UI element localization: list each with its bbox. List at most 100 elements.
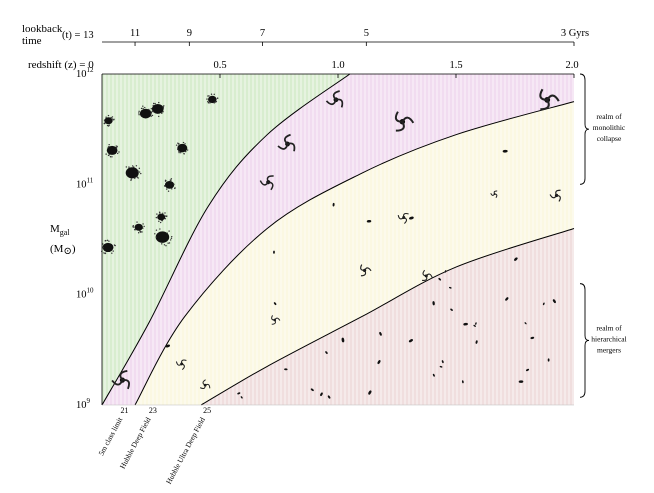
magnitude-limit-value: 25 <box>203 406 211 415</box>
magnitude-limit-value: 21 <box>121 406 129 415</box>
small-galaxy <box>332 202 335 207</box>
small-galaxy <box>327 395 331 399</box>
small-galaxy <box>341 337 345 343</box>
lookback-tick-label: 11 <box>130 28 140 39</box>
small-galaxy <box>310 388 314 392</box>
magnitude-limit-label: Hubble Deep Field <box>118 415 153 470</box>
spiral-galaxy <box>111 370 130 390</box>
spiral-galaxy <box>199 379 211 390</box>
spiral-galaxy <box>325 90 344 108</box>
realm-annotation-line: realm of <box>596 112 622 121</box>
small-galaxy <box>448 286 452 289</box>
lookback-ticks: 11 9 7 5 3 Gyrs <box>130 28 589 46</box>
elliptical-galaxy <box>132 221 145 234</box>
boundary-purple-upper <box>134 101 575 406</box>
plot-background <box>102 74 574 405</box>
small-galaxy <box>165 344 170 348</box>
spiral-galaxy <box>277 133 296 152</box>
realm-annotations: realm of monolithic collapse realm of hierar… <box>579 73 627 398</box>
magnitude-limit-label: Hubble Ultra Deep Field <box>164 415 207 485</box>
elliptical-galaxy <box>155 211 168 224</box>
small-galaxy <box>461 380 464 384</box>
mass-axis: 1012 1011 1010 109 Mgal (M⊙) <box>50 66 103 411</box>
small-galaxy <box>284 368 288 371</box>
elliptical-galaxy <box>164 178 176 192</box>
lookback-time-axis: lookback time (t) = 13 11 9 7 5 3 Gyrs <box>22 23 589 47</box>
lookback-tick-label: 7 <box>260 28 265 39</box>
spiral-galaxy <box>490 190 498 199</box>
magnitude-limit-value: 23 <box>149 406 157 415</box>
realm-annotation-line: monolithic <box>593 123 626 132</box>
small-galaxy <box>525 368 530 372</box>
elliptical-galaxy <box>125 165 142 181</box>
small-galaxy <box>524 322 527 325</box>
small-galaxy <box>379 331 382 336</box>
realm-annotation-line: realm of <box>596 323 622 332</box>
realm-brace <box>579 283 590 398</box>
mass-ticks: 1012 1011 1010 109 <box>76 66 94 411</box>
mass-tick-label: 1012 <box>76 66 94 80</box>
spiral-galaxy <box>360 264 372 277</box>
redshift-tick-label: 0.5 <box>213 60 226 71</box>
elliptical-galaxy <box>101 239 116 255</box>
mass-axis-label: Mgal <box>50 223 70 237</box>
magnitude-limit-label: 5m class limit <box>97 415 125 457</box>
redshift-ticks: 0.5 1.0 1.5 2.0 <box>213 60 579 78</box>
realm-brace <box>579 73 590 185</box>
elliptical-galaxy <box>154 228 173 247</box>
small-galaxy <box>542 302 545 306</box>
region-boundary-curves <box>101 73 575 406</box>
small-galaxy <box>240 396 243 399</box>
stripe-texture <box>102 74 574 405</box>
lookback-label-line2: time <box>22 35 42 47</box>
small-galaxy <box>444 270 447 273</box>
lookback-label-line1: lookback <box>22 23 63 35</box>
small-galaxy <box>502 149 508 153</box>
elliptical-galaxy <box>175 141 189 155</box>
small-galaxy <box>366 220 372 223</box>
small-galaxy <box>475 340 478 344</box>
small-galaxy <box>514 257 517 261</box>
small-galaxy <box>438 277 442 281</box>
spiral-galaxy <box>421 269 433 281</box>
mass-axis-unit: (M⊙) <box>50 243 76 257</box>
realm-annotation-line: hierarchical <box>591 334 626 343</box>
spiral-galaxy <box>394 111 415 132</box>
small-galaxy <box>325 351 328 354</box>
realm-annotation-line: mergers <box>597 345 621 354</box>
mass-tick-label: 109 <box>76 397 91 411</box>
small-galaxy <box>530 336 535 340</box>
small-galaxy <box>505 297 509 301</box>
redshift-tick-label: 2.0 <box>565 60 578 71</box>
boundary-green-upper <box>101 73 351 406</box>
small-galaxy <box>377 360 381 365</box>
lookback-var-label: (t) = 13 <box>62 30 94 41</box>
small-galaxy <box>273 250 275 254</box>
small-galaxy <box>432 301 435 306</box>
spiral-galaxy <box>271 315 281 325</box>
lookback-tick-label: 5 <box>364 28 369 39</box>
small-galaxy <box>450 308 453 311</box>
small-galaxy <box>273 302 277 306</box>
small-galaxy <box>368 390 372 395</box>
small-galaxy <box>441 360 444 364</box>
boundary-yellow-upper <box>200 227 575 406</box>
spiral-galaxy <box>397 212 409 224</box>
spiral-galaxy <box>259 175 274 191</box>
realm-annotation-line: collapse <box>597 134 622 143</box>
elliptical-galaxy <box>105 143 120 158</box>
small-galaxy <box>432 373 435 377</box>
elliptical-galaxy <box>206 93 219 104</box>
elliptical-galaxy <box>149 101 165 118</box>
mass-tick-label: 1010 <box>76 287 94 301</box>
spiral-galaxy <box>175 359 187 371</box>
redshift-tick-label: 1.0 <box>331 60 344 71</box>
redshift-var-label: redshift (z) = 0 <box>28 59 94 71</box>
mass-tick-label: 1011 <box>76 176 94 190</box>
galaxy-population <box>101 88 561 399</box>
small-galaxy <box>473 324 476 327</box>
elliptical-galaxy <box>138 105 154 119</box>
small-galaxy <box>547 358 550 362</box>
redshift-axis: redshift (z) = 0 0.5 1.0 1.5 2.0 <box>28 59 579 78</box>
